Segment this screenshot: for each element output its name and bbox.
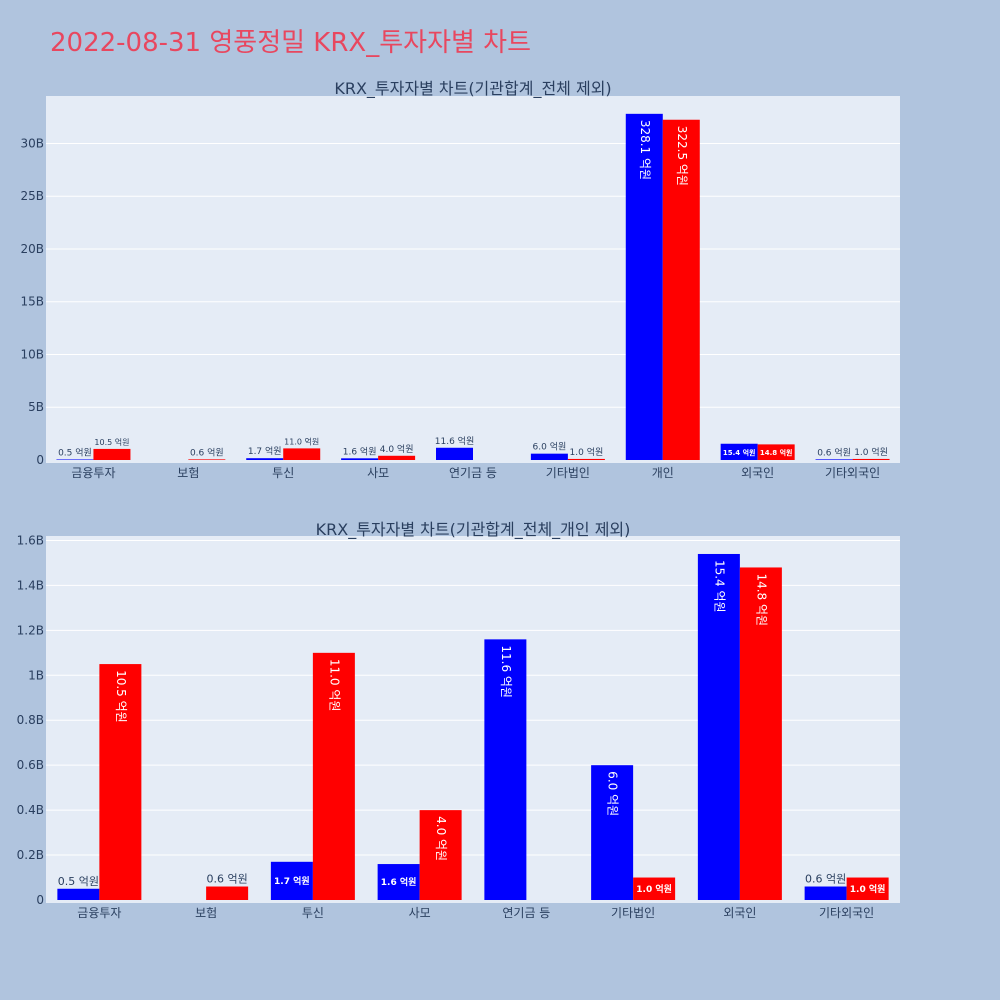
x-tick-label: 외국인 bbox=[741, 466, 774, 480]
chart-institution-excluded: 0 5B 10B 15B 20B 25B 30B KRX_투자자별 차트(기관합계_전체 제외… bbox=[20, 79, 900, 480]
bar-buy bbox=[697, 553, 740, 900]
bar-buy bbox=[246, 458, 284, 460]
bar-sell bbox=[378, 455, 416, 460]
data-label: 1.6 억원 bbox=[343, 445, 377, 457]
y-tick-label: 1.2B bbox=[17, 623, 44, 637]
y-tick-label: 0 bbox=[36, 893, 44, 907]
y-tick-label: 0.2B bbox=[17, 848, 44, 862]
bar-sell bbox=[312, 652, 355, 900]
y-tick-label: 0.8B bbox=[17, 713, 44, 727]
data-label: 14.8 억원 bbox=[754, 573, 768, 626]
y-tick-label: 25B bbox=[20, 189, 44, 203]
data-label: 11.6 억원 bbox=[499, 645, 513, 698]
y-tick-label: 1B bbox=[28, 668, 44, 682]
bar-buy bbox=[341, 458, 379, 460]
data-label: 1.0 억원 bbox=[850, 883, 886, 895]
bar-sell bbox=[283, 448, 321, 460]
y-tick-label: 5B bbox=[28, 400, 44, 414]
data-label: 1.0 억원 bbox=[570, 446, 604, 458]
bar-sell bbox=[206, 886, 249, 900]
data-label: 0.5 억원 bbox=[58, 875, 99, 888]
data-label: 1.6 억원 bbox=[381, 876, 417, 888]
y-tick-label: 0.4B bbox=[17, 803, 44, 817]
x-tick-label: 보험 bbox=[177, 466, 199, 480]
bar-sell bbox=[188, 459, 226, 460]
bar-buy bbox=[56, 459, 94, 460]
bar-buy bbox=[484, 639, 527, 900]
bar-sell bbox=[633, 877, 676, 900]
bar-buy bbox=[720, 443, 758, 460]
x-tick-label: 개인 bbox=[652, 466, 674, 480]
x-tick-label: 기타외국인 bbox=[819, 906, 874, 920]
x-tick-label: 투신 bbox=[272, 466, 294, 480]
y-tick-label: 1.4B bbox=[17, 578, 44, 592]
bar-sell bbox=[93, 448, 131, 460]
bar-buy bbox=[436, 447, 473, 460]
bar-buy bbox=[815, 459, 853, 460]
bar-sell bbox=[99, 664, 142, 900]
bar-buy bbox=[591, 765, 634, 900]
data-label: 0.6 억원 bbox=[817, 446, 851, 458]
x-tick-label: 연기금 등 bbox=[502, 906, 550, 920]
x-tick-label: 금융투자 bbox=[71, 466, 115, 480]
data-label: 0.6 억원 bbox=[805, 873, 846, 886]
y-tick-label: 15B bbox=[20, 295, 44, 309]
data-label: 11.0 억원 bbox=[327, 659, 341, 712]
data-label: 0.6 억원 bbox=[207, 873, 248, 886]
y-tick-label: 20B bbox=[20, 242, 44, 256]
y-tick-label: 30B bbox=[20, 136, 44, 150]
bar-buy bbox=[625, 113, 663, 461]
bar-sell bbox=[852, 458, 890, 460]
plot-area bbox=[46, 96, 900, 463]
data-label: 14.8 억원 bbox=[760, 448, 793, 457]
bar-sell bbox=[739, 567, 782, 900]
data-label: 1.7 억원 bbox=[248, 445, 282, 457]
y-tick-label: 0.6B bbox=[17, 758, 44, 772]
y-tick-label: 10B bbox=[20, 347, 44, 361]
y-tick-label: 1.6B bbox=[17, 533, 44, 547]
data-label: 328.1 억원 bbox=[638, 120, 652, 180]
bar-buy bbox=[270, 861, 313, 900]
data-label: 1.0 억원 bbox=[636, 883, 672, 895]
page-title: 2022-08-31 영풍정밀 KRX_투자자별 차트 bbox=[50, 28, 532, 58]
y-tick-label: 0 bbox=[36, 453, 44, 467]
bar-buy bbox=[530, 453, 568, 460]
chart-title: KRX_투자자별 차트(기관합계_전체 제외) bbox=[334, 79, 611, 99]
chart-title: KRX_투자자별 차트(기관합계_전체_개인 제외) bbox=[316, 520, 631, 540]
x-tick-label: 기타외국인 bbox=[825, 466, 880, 480]
x-tick-label: 사모 bbox=[409, 906, 431, 920]
data-label: 10.5 억원 bbox=[114, 670, 128, 723]
data-label: 322.5 억원 bbox=[675, 126, 689, 186]
bar-buy bbox=[804, 886, 847, 900]
x-tick-label: 사모 bbox=[367, 466, 389, 480]
data-label: 0.5 억원 bbox=[58, 446, 92, 458]
x-tick-label: 연기금 등 bbox=[449, 466, 497, 480]
bar-sell bbox=[846, 877, 889, 900]
data-label: 0.6 억원 bbox=[190, 446, 224, 458]
data-label: 15.4 억원 bbox=[712, 560, 726, 613]
data-label: 6.0 억원 bbox=[606, 771, 620, 816]
x-tick-label: 외국인 bbox=[723, 906, 756, 920]
data-label: 1.0 억원 bbox=[854, 446, 888, 458]
data-label: 10.5 억원 bbox=[94, 437, 129, 447]
x-tick-label: 기타법인 bbox=[611, 906, 655, 920]
bar-sell bbox=[419, 810, 462, 900]
data-label: 4.0 억원 bbox=[380, 443, 414, 455]
bar-sell bbox=[757, 444, 795, 460]
data-label: 15.4 억원 bbox=[723, 448, 756, 457]
x-tick-label: 투신 bbox=[302, 906, 324, 920]
data-label: 1.7 억원 bbox=[274, 875, 310, 887]
data-label: 4.0 억원 bbox=[434, 816, 448, 861]
data-label: 11.6 억원 bbox=[435, 435, 474, 447]
bar-sell bbox=[662, 119, 700, 460]
x-tick-label: 금융투자 bbox=[77, 906, 121, 920]
x-tick-label: 보험 bbox=[195, 906, 217, 920]
bar-buy bbox=[57, 888, 100, 900]
bar-buy bbox=[377, 864, 420, 900]
data-label: 6.0 억원 bbox=[533, 441, 567, 453]
data-label: 11.0 억원 bbox=[284, 436, 319, 446]
bar-sell bbox=[567, 458, 605, 460]
x-tick-label: 기타법인 bbox=[546, 466, 590, 480]
